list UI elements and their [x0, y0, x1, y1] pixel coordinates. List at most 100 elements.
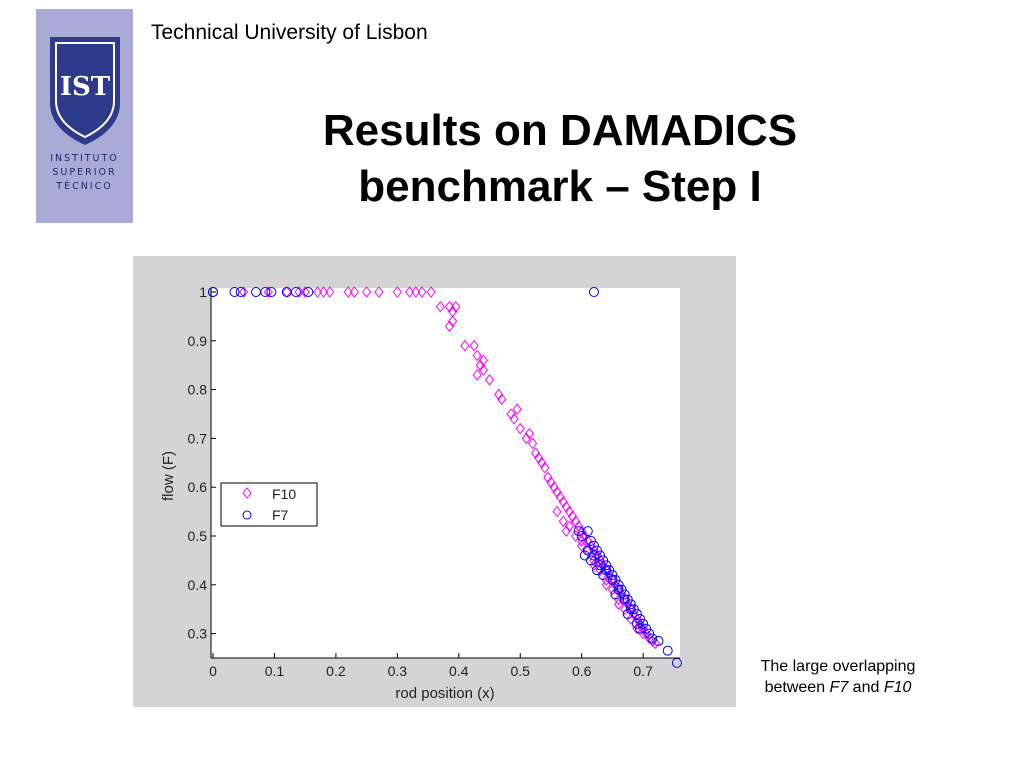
y-tick-label: 0.3 [188, 626, 208, 642]
f7-point [585, 555, 596, 566]
f10-point [349, 286, 359, 298]
x-tick-label: 0.7 [633, 663, 653, 679]
title-line-1: Results on DAMADICS [322, 106, 798, 155]
f10-point [638, 627, 648, 640]
f7-point [582, 526, 593, 537]
x-tick-label: 0 [209, 663, 217, 679]
x-tick-label: 0.6 [572, 663, 592, 679]
f7-point [662, 645, 673, 656]
f7-point [625, 599, 636, 610]
logo-line-2: SUPERIOR [52, 167, 117, 178]
f7-point [595, 560, 606, 571]
f10-point [549, 481, 559, 494]
f10-point [540, 461, 550, 474]
f10-point [534, 452, 544, 464]
logo-line-1: INSTITUTO [50, 153, 119, 164]
f10-point [527, 437, 538, 450]
f10-point [564, 520, 575, 533]
f10-point [592, 549, 602, 562]
caption-series-b: F10 [883, 679, 912, 696]
f7-point [266, 287, 277, 297]
f7-point [208, 287, 218, 297]
f10-point [263, 286, 273, 298]
f10-point [472, 349, 482, 362]
logo-line-3: TÉCNICO [56, 181, 113, 192]
caption-line-2: between F7 and F10 [738, 677, 938, 698]
f7-point [604, 565, 615, 576]
f10-point [497, 393, 507, 406]
f10-point [524, 427, 535, 440]
x-tick-label: 0.1 [265, 663, 285, 679]
f10-point [239, 286, 249, 298]
f7-point [610, 589, 621, 600]
f7-point [625, 604, 636, 615]
f7-point [647, 633, 658, 644]
f7-point [588, 287, 599, 297]
f7-point [592, 565, 603, 576]
shield-shape [50, 37, 120, 145]
scatter-chart: 0 0.1 0.2 0.3 0.4 0.5 0.6 0.7 0.3 0.4 0.5 0.6 0.7 0.8… [160, 284, 682, 702]
shield-icon: IST [50, 37, 120, 145]
f7-point [631, 618, 642, 629]
f7-point [622, 594, 633, 605]
f10-point [635, 618, 645, 630]
f10-point [570, 530, 581, 542]
x-tick-label: 0.3 [388, 663, 408, 679]
f10-point [577, 535, 587, 547]
f10-point [558, 515, 568, 528]
f7-point [613, 584, 624, 595]
f10-point [650, 637, 661, 650]
f10-point [404, 286, 415, 298]
f7-point [635, 613, 646, 624]
f10-point [472, 369, 482, 381]
f7-point [613, 579, 624, 590]
legend-label-f7: F7 [272, 507, 289, 523]
caption-between: between [764, 679, 826, 696]
f10-point [586, 539, 596, 552]
f10-point [361, 286, 372, 298]
caption-line-1: The large overlapping [760, 658, 916, 675]
f7-point [601, 560, 612, 571]
f10-point [552, 486, 562, 498]
f7-point [235, 287, 246, 297]
f10-point [444, 300, 455, 313]
f7-point [622, 609, 633, 620]
f10-point [561, 500, 571, 513]
f7-point [671, 657, 682, 668]
f10-point [494, 388, 504, 401]
caption-series-a: F7 [829, 679, 849, 696]
f10-point [546, 476, 556, 489]
f10-point [325, 286, 335, 298]
f7-point [610, 574, 621, 585]
f10-point [294, 286, 304, 298]
f10-point [392, 286, 402, 298]
f10-point [604, 569, 614, 581]
f7-point [579, 550, 590, 561]
f10-point [573, 520, 584, 533]
institution-name: Technical University of Lisbon [151, 21, 428, 44]
f7-point [585, 535, 596, 546]
y-tick-label: 0.9 [188, 333, 208, 349]
f10-point [537, 456, 547, 469]
f10-point [426, 286, 436, 298]
title-line-2: benchmark – Step I [358, 162, 762, 211]
x-axis-label: rod position (x) [395, 685, 494, 702]
f10-point [469, 339, 479, 352]
legend-label-f10: F10 [272, 486, 296, 502]
f7-point [635, 623, 646, 634]
f7-point [638, 618, 649, 629]
f7-point [607, 574, 618, 585]
f10-point [555, 491, 565, 503]
f10-point [564, 505, 575, 518]
f7-point [290, 287, 301, 297]
f10-point [435, 300, 445, 313]
caption-and: and [852, 679, 880, 696]
f10-point [567, 510, 578, 523]
y-tick-label: 1 [199, 284, 207, 300]
f10-point [374, 286, 384, 298]
plot-area [211, 288, 680, 658]
figure-caption: The large overlapping between F7 and F10 [738, 656, 938, 698]
y-tick-label: 0.5 [188, 528, 208, 544]
y-tick-label: 0.7 [188, 430, 208, 446]
f7-point [598, 570, 609, 581]
